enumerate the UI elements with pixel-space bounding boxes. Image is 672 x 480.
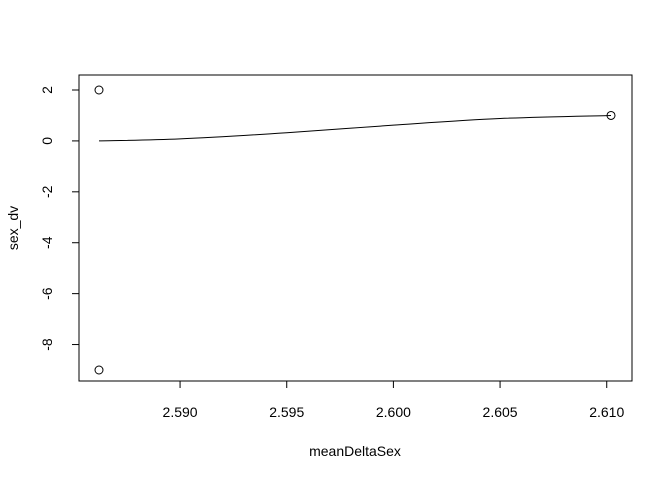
x-axis-title: meanDeltaSex [309, 443, 401, 459]
x-tick-label: 2.605 [483, 404, 518, 420]
y-axis-title: sex_dv [5, 206, 21, 250]
x-tick-label: 2.595 [269, 404, 304, 420]
x-tick-label: 2.600 [376, 404, 411, 420]
y-tick-label: -2 [39, 185, 55, 198]
data-point [94, 85, 104, 95]
y-axis: -8 -6 -4 -2 0 2 [39, 86, 79, 351]
series-layer [94, 85, 616, 375]
x-tick-label: 2.610 [589, 404, 624, 420]
y-tick-label: 2 [39, 86, 55, 94]
fitted-curve [98, 114, 612, 142]
plot-frame [78, 74, 633, 382]
data-point [94, 365, 104, 375]
y-tick-label: -6 [39, 287, 55, 300]
x-axis: 2.590 2.595 2.600 2.605 2.610 [163, 381, 624, 420]
y-tick-label: 0 [39, 137, 55, 145]
y-tick-label: -4 [39, 236, 55, 249]
x-tick-label: 2.590 [163, 404, 198, 420]
y-tick-label: -8 [39, 338, 55, 351]
